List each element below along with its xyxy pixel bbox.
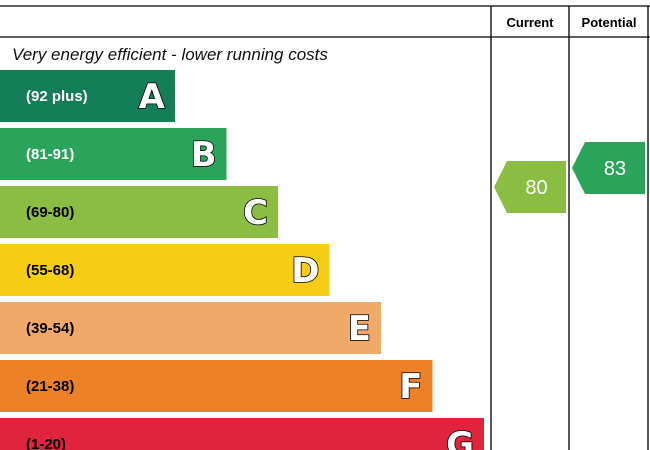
band-e-bar — [0, 302, 381, 354]
band-c-bar — [0, 186, 278, 238]
efficiency-caption: Very energy efficient - lower running co… — [12, 45, 328, 64]
band-g: (1-20) G — [0, 418, 484, 450]
band-d-bar — [0, 244, 330, 296]
band-a-bar — [0, 70, 175, 122]
band-d-range: (55-68) — [26, 262, 74, 279]
band-e-range: (39-54) — [26, 320, 74, 337]
chart-frame — [0, 5, 650, 450]
band-c-range: (69-80) — [26, 204, 74, 221]
band-g-bar — [0, 418, 484, 450]
current-rating-arrow — [494, 161, 566, 213]
rating-pointers: 80 83 — [494, 142, 645, 213]
band-d: (55-68) D — [0, 244, 330, 296]
band-g-letter: G — [446, 425, 474, 450]
band-a: (92 plus) A — [0, 70, 175, 122]
band-b-bar — [0, 128, 227, 180]
band-b-letter: B — [191, 135, 217, 175]
potential-rating: 83 — [572, 142, 645, 194]
band-b: (81-91) B — [0, 128, 227, 180]
band-a-letter: A — [139, 77, 166, 117]
band-c-letter: C — [243, 193, 268, 233]
rating-bands: (92 plus) A (81-91) B (69-80) C (55-68) D (39-54… — [0, 70, 484, 450]
band-g-range: (1-20) — [26, 436, 66, 450]
current-rating-value: 80 — [525, 177, 547, 199]
band-f-range: (21-38) — [26, 378, 74, 395]
current-rating: 80 — [494, 161, 566, 213]
potential-rating-arrow — [572, 142, 645, 194]
band-c: (69-80) C — [0, 186, 278, 238]
potential-column-header: Potential — [582, 15, 637, 30]
band-f: (21-38) F — [0, 360, 433, 412]
current-column-header: Current — [507, 15, 555, 30]
band-a-range: (92 plus) — [26, 88, 88, 105]
potential-rating-value: 83 — [604, 158, 626, 180]
band-f-bar — [0, 360, 433, 412]
band-e: (39-54) E — [0, 302, 381, 354]
band-e-letter: E — [348, 309, 371, 349]
band-d-letter: D — [291, 251, 319, 291]
band-f-letter: F — [399, 367, 422, 407]
band-b-range: (81-91) — [26, 146, 74, 163]
